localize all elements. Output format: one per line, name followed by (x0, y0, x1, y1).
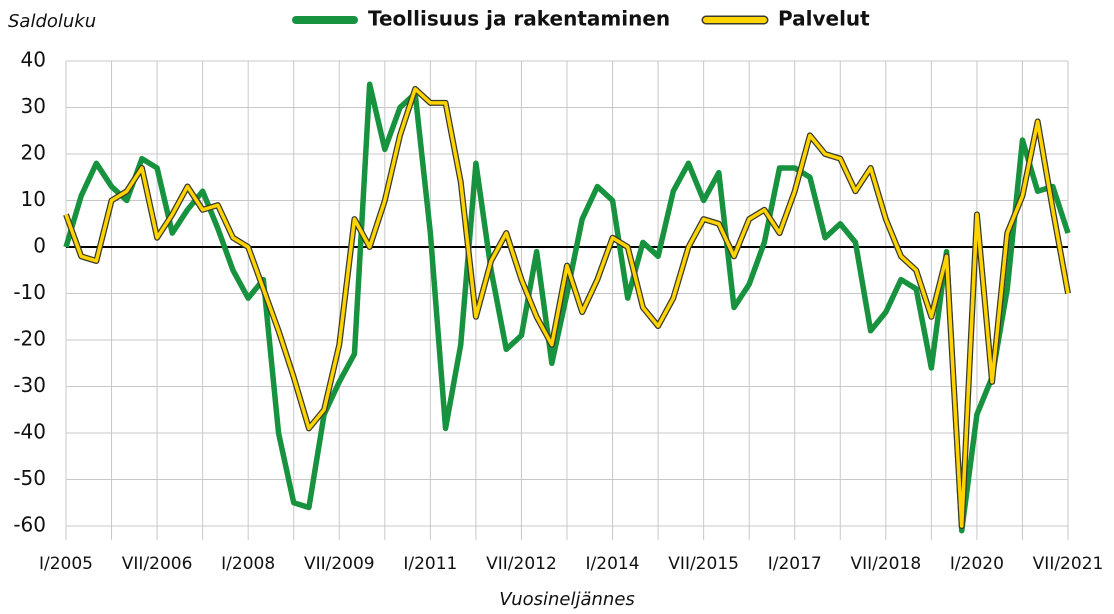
x-axis-title: Vuosineljännes (499, 589, 635, 610)
legend-label: Palvelut (778, 7, 870, 31)
x-tick-label: VII/2009 (304, 554, 375, 574)
y-tick-label: 40 (21, 48, 46, 72)
x-tick-label: VII/2021 (1033, 554, 1104, 574)
y-tick-label: 30 (21, 94, 46, 118)
y-tick-label: 0 (33, 234, 46, 258)
y-tick-label: -60 (13, 513, 46, 537)
series-line (63, 81, 1071, 534)
x-tick-label: I/2005 (39, 554, 93, 574)
y-tick-label: -40 (13, 420, 46, 444)
y-tick-label: 20 (21, 141, 46, 165)
x-tick-label: I/2020 (950, 554, 1004, 574)
legend-label: Teollisuus ja rakentaminen (368, 7, 670, 31)
y-tick-label: 10 (21, 187, 46, 211)
x-tick-label: VII/2012 (486, 554, 557, 574)
y-tick-label: -50 (13, 466, 46, 490)
y-tick-label: -20 (13, 327, 46, 351)
x-tick-label: VII/2006 (122, 554, 193, 574)
x-tick-label: I/2011 (403, 554, 457, 574)
y-tick-label: -10 (13, 280, 46, 304)
series-line (64, 87, 1070, 528)
x-tick-label: VII/2015 (668, 554, 739, 574)
x-tick-label: I/2014 (586, 554, 640, 574)
x-tick-label: I/2017 (768, 554, 822, 574)
y-tick-label: -30 (13, 373, 46, 397)
x-tick-label: VII/2018 (850, 554, 921, 574)
y-axis-title: Saldoluku (8, 11, 96, 32)
x-tick-label: I/2008 (221, 554, 275, 574)
